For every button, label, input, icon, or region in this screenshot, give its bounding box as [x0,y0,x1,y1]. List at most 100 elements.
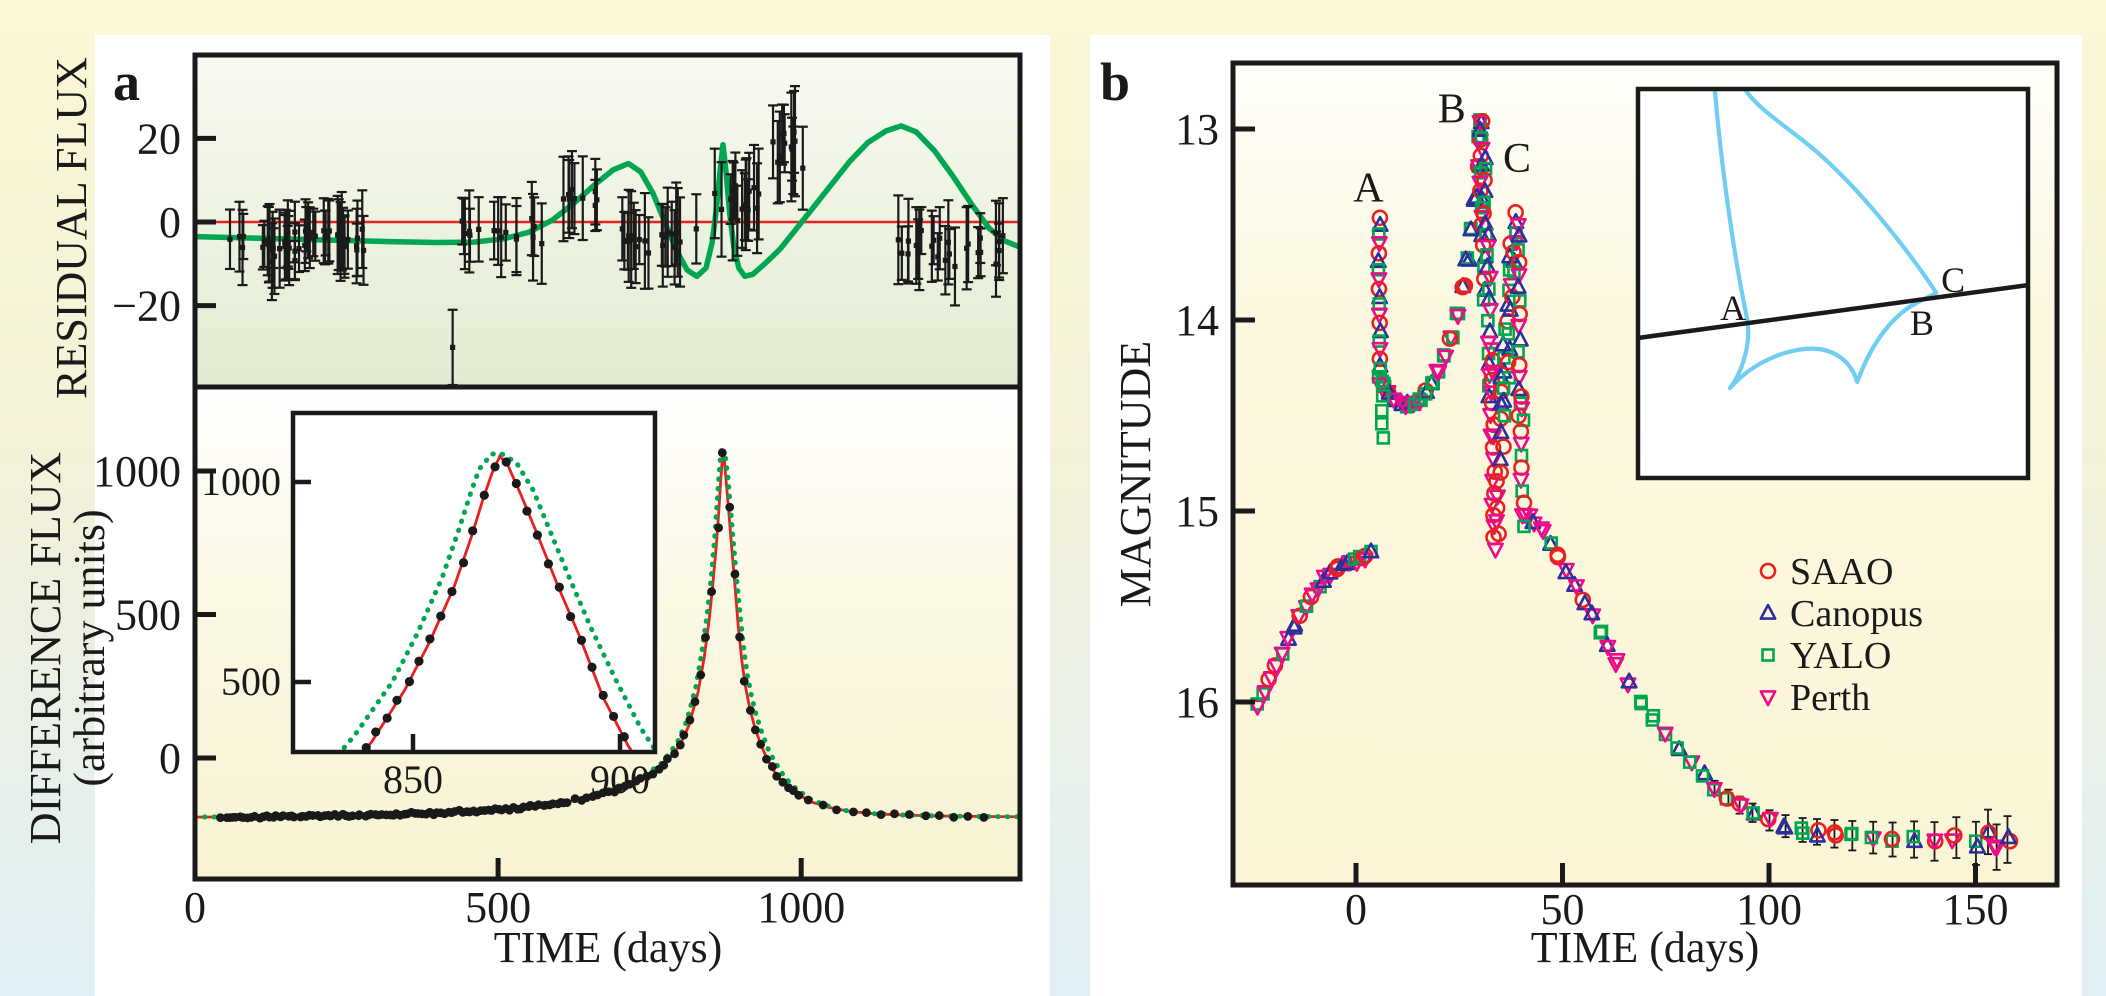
obs-symbol-perth [1481,270,1499,287]
data-point [292,229,298,235]
inset-data-point [468,526,478,536]
obs-symbol-saao [1488,472,1505,490]
legend-item: Perth [1759,677,1870,719]
caustic-curve [1727,346,1860,391]
data-point [735,632,744,642]
data-point [913,242,919,249]
obs-symbol-perth [1487,513,1505,531]
obs-symbol-canopus [1457,250,1475,267]
y-tick-label: 0 [159,198,181,247]
data-point [669,231,675,237]
inset-a-frame [290,410,658,755]
data-point [296,246,302,252]
inset-data-point [436,611,446,621]
y-tick-label: 1000 [93,447,181,496]
data-point [227,236,233,242]
obs-symbol-saao [1370,280,1388,298]
difference-flux-data [195,448,1020,823]
inset-data-point [565,611,576,622]
obs-symbol-yalo [1761,648,1775,662]
obs-symbol-saao [1329,558,1347,575]
inset-single-lens-fit [361,453,635,752]
data-point [803,795,813,805]
data-point [531,224,537,230]
data-point [993,261,999,267]
obs-symbol-canopus [1759,603,1777,620]
magnitude-lightcurve-data [1248,112,2019,871]
obs-symbol-perth [1371,341,1389,359]
inset-data-point [587,662,597,672]
difference-flux-ylabel-line2: (arbitrary units) [65,509,114,786]
obs-symbol-canopus [1495,391,1513,408]
obs-symbol-perth [1483,497,1501,514]
obs-symbol-canopus [1620,672,1638,689]
data-point [265,238,271,244]
data-point [949,812,959,822]
data-point [672,244,678,250]
data-point [498,234,504,240]
data-point [767,762,777,771]
obs-symbol-canopus [1510,380,1528,397]
data-point [751,185,757,191]
obs-symbol-perth [1437,349,1455,366]
obs-symbol-yalo [1695,769,1710,783]
data-point [975,250,981,256]
data-point [701,632,710,642]
data-point [937,235,943,241]
data-point [675,740,685,750]
data-point [560,196,567,202]
obs-symbol-canopus [1583,604,1601,621]
data-point [359,226,365,232]
obs-symbol-yalo [1682,755,1697,769]
data-point [665,229,671,235]
obs-symbol-yalo [1906,829,1921,844]
obs-symbol-canopus [1471,120,1489,137]
residual-points [224,85,1008,387]
panel-a-top-plot: 20 0 −20 [112,52,1023,390]
data-point [929,243,935,249]
residual-flux-ylabel: RESIDUAL FLUX [47,57,96,399]
data-point [739,676,749,686]
data-point [341,242,347,248]
obs-symbol-canopus [1598,635,1616,653]
data-point [325,228,331,234]
obs-symbol-saao [1495,438,1512,455]
y-tick-label: 14 [1175,296,1219,345]
data-point [931,237,937,243]
data-point [636,236,642,243]
data-point [261,241,267,247]
lightcurve-points [1248,112,2019,858]
obs-symbol-yalo [1795,826,1810,840]
obs-symbol-perth [1486,542,1504,559]
obs-symbol-perth [1761,811,1779,828]
data-point [673,220,679,227]
inset-data-point [490,462,500,472]
inset-data-point [543,559,554,569]
legend-label: SAAO [1790,551,1893,593]
panel-a-bottom-frame [192,384,1023,882]
obs-symbol-yalo [1670,741,1684,755]
obs-symbol-yalo [1968,834,1983,848]
data-point [1000,233,1006,239]
inset-data-point [479,490,489,500]
inset-data-points [361,457,639,752]
obs-symbol-perth [1513,508,1531,525]
obs-symbol-saao [1476,171,1493,189]
data-point [571,196,578,202]
inset-b-frame [1635,86,2031,481]
obs-symbol-yalo [1374,416,1389,431]
data-point [977,235,983,241]
y-tick-label: 15 [1175,487,1219,536]
inset-b-bg [1638,89,2028,478]
x-tick-label: 500 [465,883,531,932]
data-point [271,253,278,259]
data-point [566,196,572,202]
obs-symbol-perth [1510,268,1528,285]
data-point [260,244,266,250]
data-point [619,226,625,232]
data-point [642,238,648,244]
obs-symbol-saao [1574,591,1592,609]
data-point [693,226,699,232]
obs-symbol-perth [1926,833,1944,850]
